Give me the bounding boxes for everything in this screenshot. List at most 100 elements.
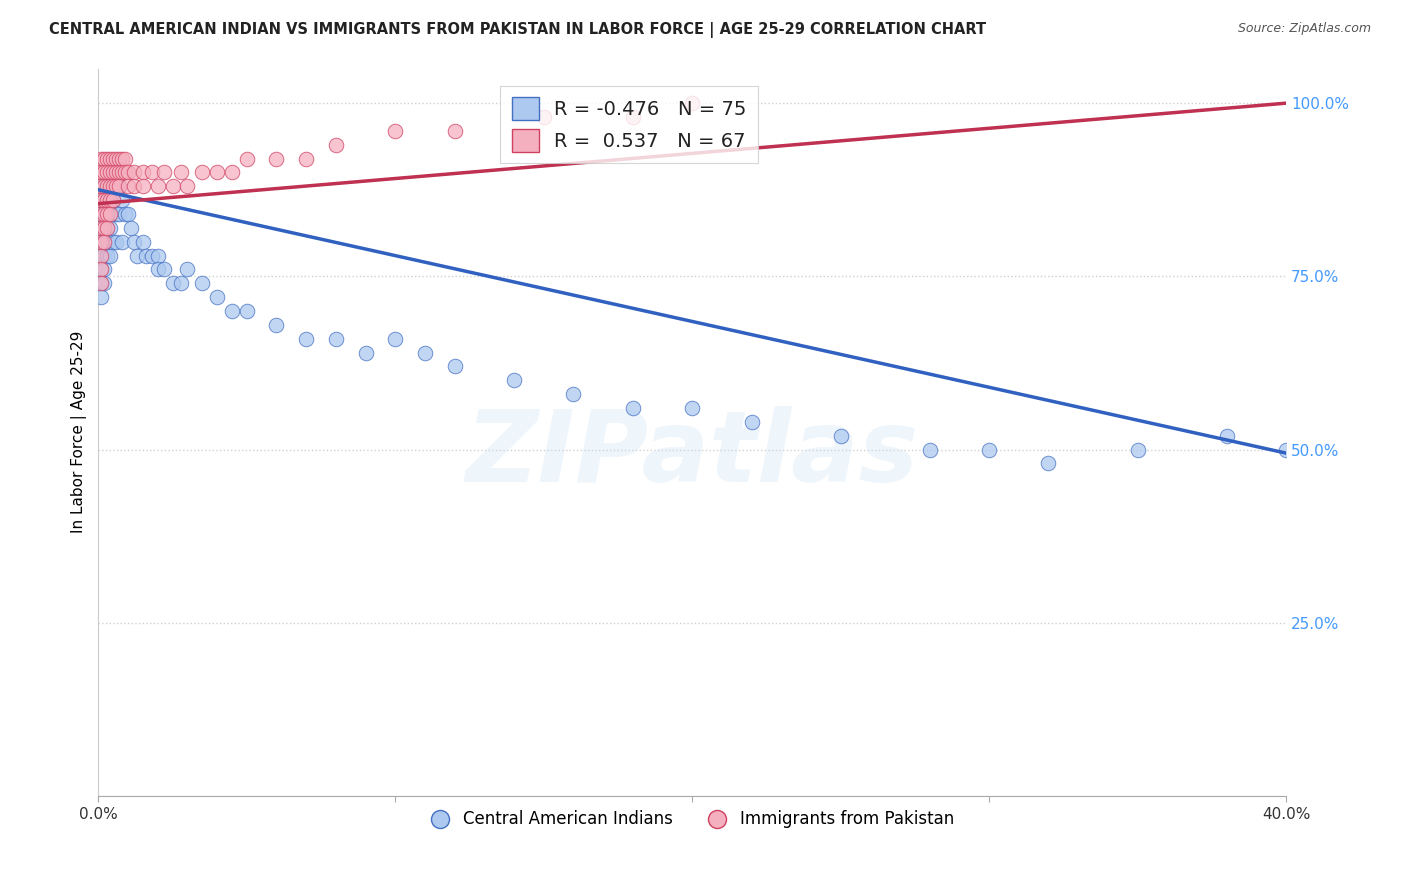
Point [117, 207, 139, 221]
Point [135, 249, 157, 263]
Point [1126, 442, 1149, 457]
Point [111, 152, 134, 166]
Point [103, 193, 125, 207]
Point [96, 207, 118, 221]
Point [90, 193, 112, 207]
Point [93, 235, 115, 249]
Point [105, 207, 128, 221]
Point [90, 220, 112, 235]
Point [122, 235, 145, 249]
Point [90, 207, 112, 221]
Point [132, 235, 155, 249]
Point [830, 429, 852, 443]
Point [93, 193, 115, 207]
Point [681, 96, 703, 111]
Point [103, 179, 125, 194]
Point [146, 249, 169, 263]
Point [93, 193, 115, 207]
Point [90, 200, 112, 214]
Point [98, 207, 121, 221]
Point [141, 165, 163, 179]
Point [266, 318, 288, 332]
Point [96, 179, 118, 194]
Point [1038, 457, 1060, 471]
Point [105, 235, 128, 249]
Point [108, 152, 131, 166]
Point [90, 249, 112, 263]
Point [176, 179, 198, 194]
Point [1275, 442, 1298, 457]
Point [90, 165, 112, 179]
Point [120, 220, 142, 235]
Point [90, 220, 112, 235]
Point [132, 179, 155, 194]
Point [741, 415, 763, 429]
Point [103, 235, 125, 249]
Point [96, 193, 118, 207]
Point [325, 332, 347, 346]
Point [122, 179, 145, 194]
Point [295, 152, 318, 166]
Point [96, 207, 118, 221]
Point [93, 165, 115, 179]
Point [108, 207, 131, 221]
Point [90, 152, 112, 166]
Point [111, 235, 134, 249]
Point [325, 137, 347, 152]
Point [503, 373, 526, 387]
Point [170, 165, 193, 179]
Point [96, 220, 118, 235]
Point [114, 165, 136, 179]
Point [191, 165, 214, 179]
Point [236, 152, 259, 166]
Point [141, 249, 163, 263]
Point [384, 124, 406, 138]
Point [266, 152, 288, 166]
Point [443, 124, 465, 138]
Point [621, 110, 644, 124]
Point [90, 262, 112, 277]
Point [96, 165, 118, 179]
Text: Source: ZipAtlas.com: Source: ZipAtlas.com [1237, 22, 1371, 36]
Point [111, 165, 134, 179]
Point [90, 249, 112, 263]
Point [103, 179, 125, 194]
Point [93, 277, 115, 291]
Point [93, 235, 115, 249]
Point [1215, 429, 1237, 443]
Point [96, 152, 118, 166]
Point [90, 179, 112, 194]
Point [191, 277, 214, 291]
Point [93, 262, 115, 277]
Point [114, 207, 136, 221]
Point [105, 179, 128, 194]
Legend: Central American Indians, Immigrants from Pakistan: Central American Indians, Immigrants fro… [423, 804, 960, 835]
Point [176, 262, 198, 277]
Point [93, 207, 115, 221]
Text: ZIPatlas: ZIPatlas [465, 406, 918, 502]
Point [103, 193, 125, 207]
Point [111, 193, 134, 207]
Point [108, 179, 131, 194]
Point [681, 401, 703, 415]
Point [205, 165, 228, 179]
Point [152, 165, 174, 179]
Point [384, 332, 406, 346]
Point [96, 249, 118, 263]
Point [90, 235, 112, 249]
Point [98, 179, 121, 194]
Point [103, 152, 125, 166]
Point [205, 290, 228, 304]
Point [443, 359, 465, 374]
Point [152, 262, 174, 277]
Point [354, 345, 377, 359]
Point [98, 249, 121, 263]
Point [96, 179, 118, 194]
Point [96, 235, 118, 249]
Point [90, 179, 112, 194]
Point [93, 179, 115, 194]
Point [236, 304, 259, 318]
Point [98, 193, 121, 207]
Point [103, 165, 125, 179]
Point [117, 179, 139, 194]
